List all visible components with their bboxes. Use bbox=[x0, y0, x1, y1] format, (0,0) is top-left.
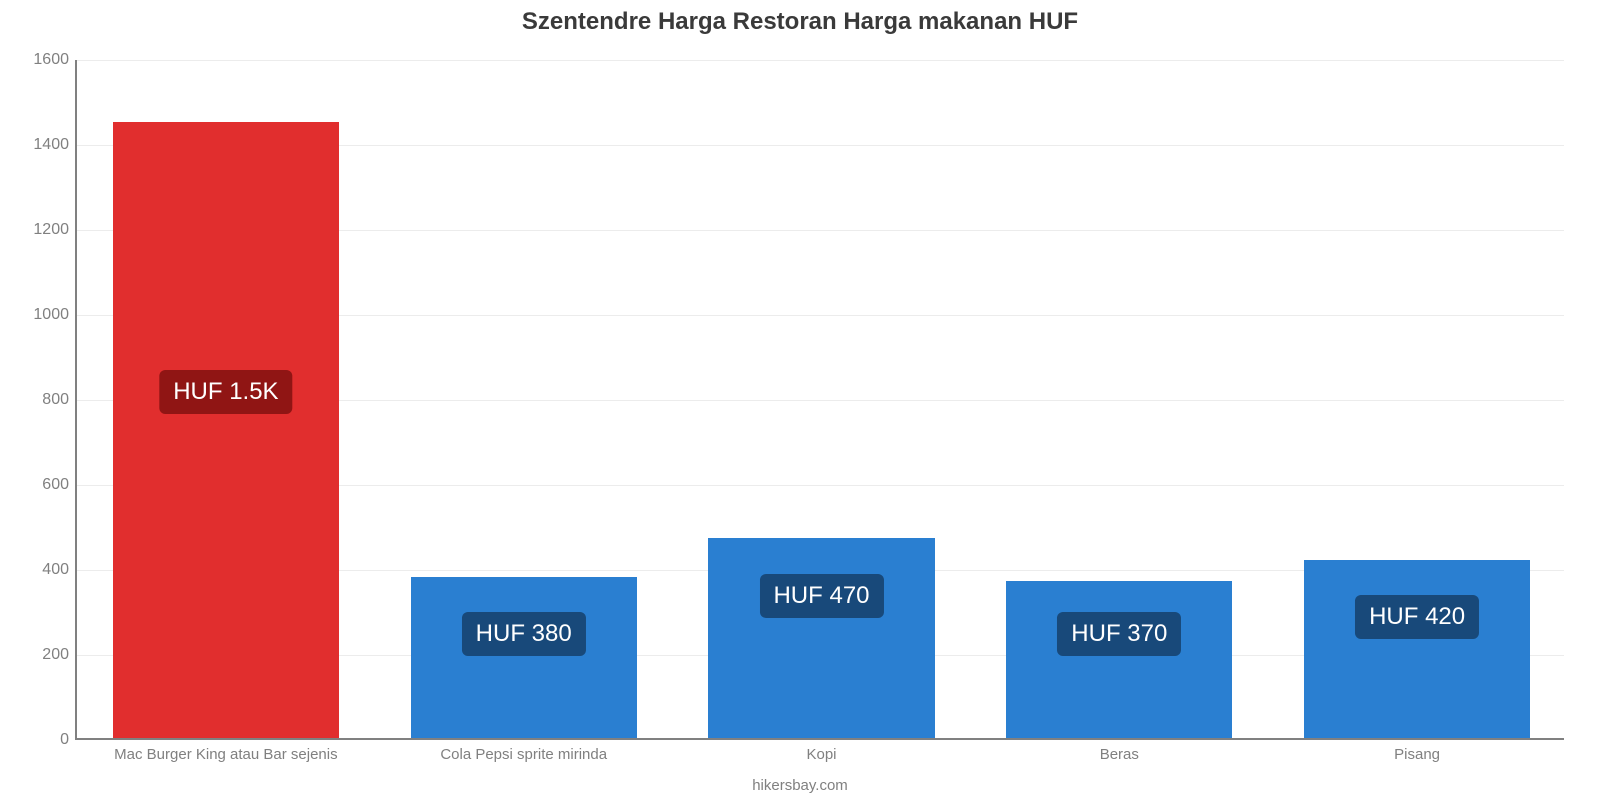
credit-text: hikersbay.com bbox=[0, 777, 1600, 794]
y-tick-label: 600 bbox=[42, 476, 77, 494]
y-tick-label: 1600 bbox=[33, 51, 77, 69]
bar bbox=[1006, 581, 1232, 738]
bar bbox=[113, 122, 339, 738]
y-tick-label: 1000 bbox=[33, 306, 77, 324]
chart-title: Szentendre Harga Restoran Harga makanan … bbox=[0, 8, 1600, 36]
y-tick-label: 800 bbox=[42, 391, 77, 409]
x-tick-label: Cola Pepsi sprite mirinda bbox=[440, 738, 607, 763]
bar bbox=[411, 577, 637, 739]
x-tick-label: Beras bbox=[1100, 738, 1139, 763]
plot-area: 02004006008001000120014001600Mac Burger … bbox=[75, 60, 1564, 740]
chart-container: Szentendre Harga Restoran Harga makanan … bbox=[0, 0, 1600, 800]
value-badge: HUF 380 bbox=[462, 612, 586, 656]
value-badge: HUF 420 bbox=[1355, 595, 1479, 639]
bar bbox=[708, 538, 934, 738]
x-tick-label: Mac Burger King atau Bar sejenis bbox=[114, 738, 337, 763]
x-tick-label: Kopi bbox=[806, 738, 836, 763]
value-badge: HUF 1.5K bbox=[159, 370, 292, 414]
y-tick-label: 400 bbox=[42, 561, 77, 579]
grid-line bbox=[77, 60, 1564, 61]
y-tick-label: 1400 bbox=[33, 136, 77, 154]
y-tick-label: 200 bbox=[42, 646, 77, 664]
value-badge: HUF 370 bbox=[1057, 612, 1181, 656]
y-tick-label: 0 bbox=[60, 731, 77, 749]
x-tick-label: Pisang bbox=[1394, 738, 1440, 763]
y-tick-label: 1200 bbox=[33, 221, 77, 239]
bar bbox=[1304, 560, 1530, 739]
value-badge: HUF 470 bbox=[759, 574, 883, 618]
